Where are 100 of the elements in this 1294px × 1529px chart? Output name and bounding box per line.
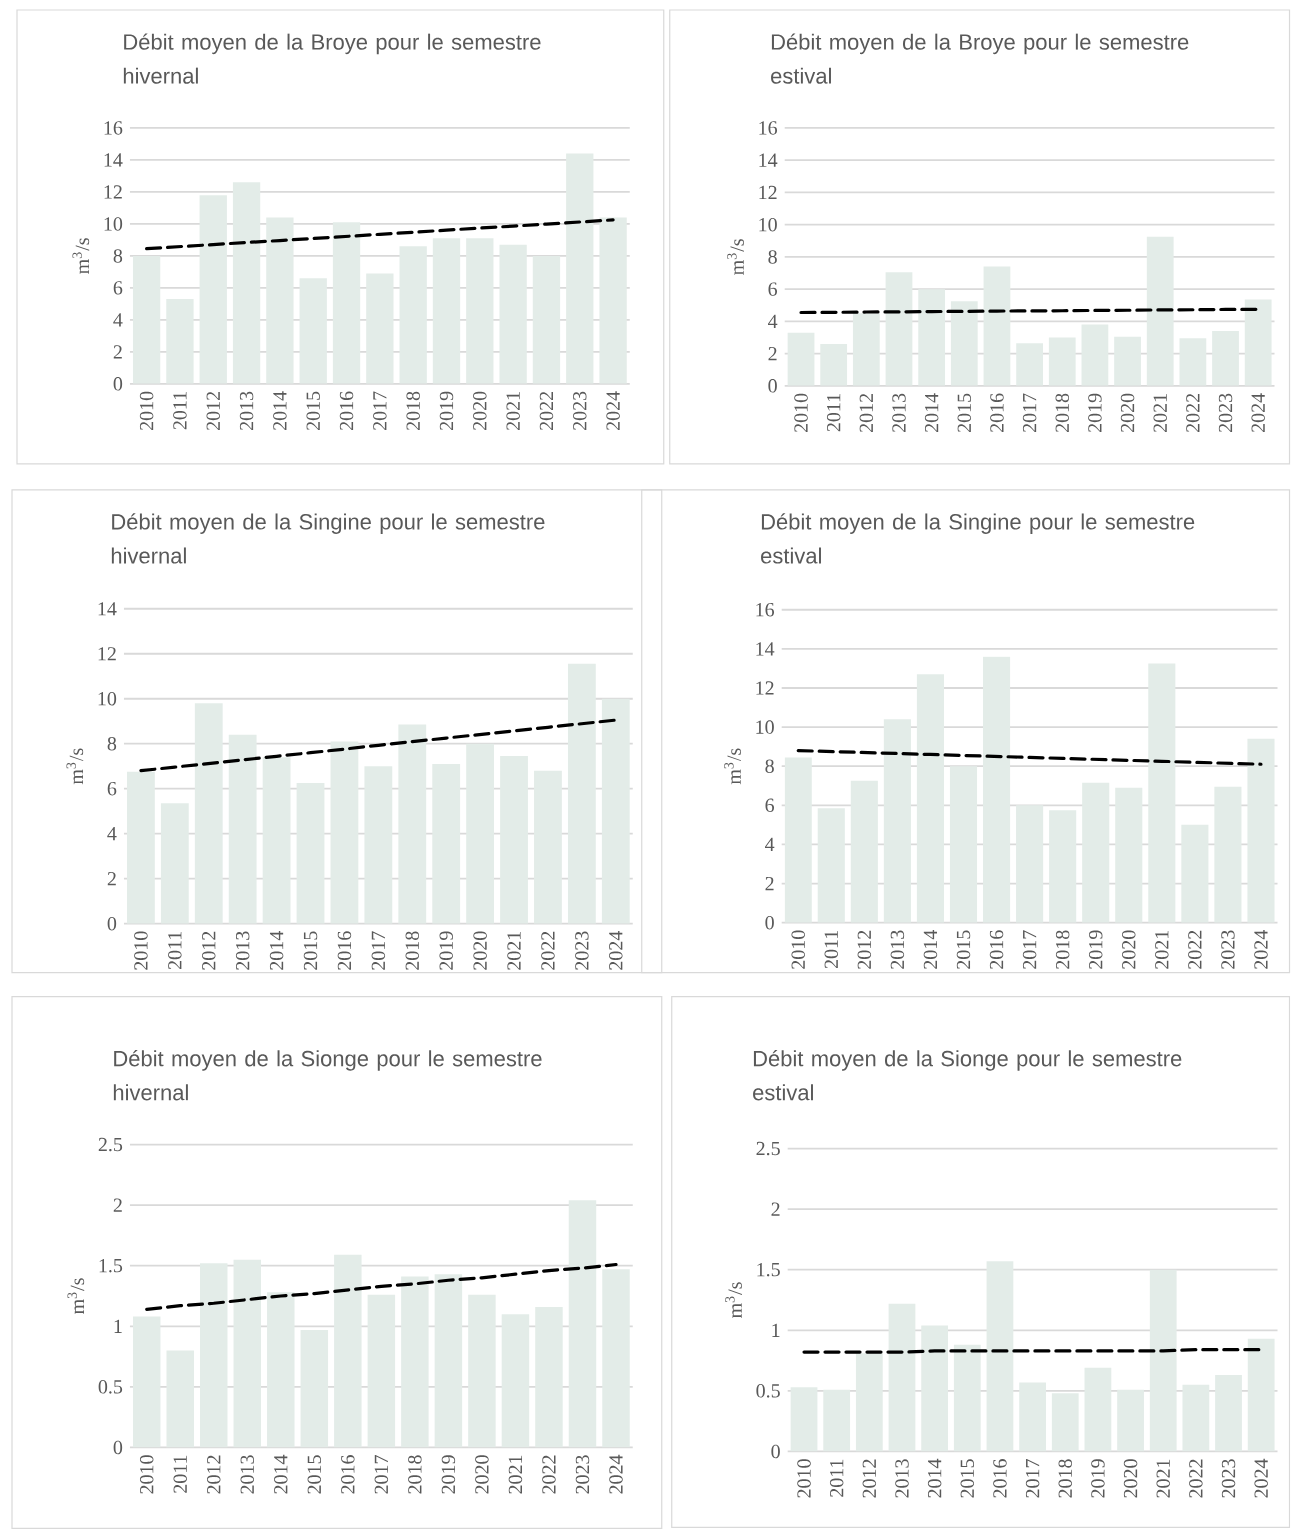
y-tick-label: 0: [765, 915, 774, 930]
bar: [367, 1294, 395, 1448]
bar: [333, 1254, 362, 1448]
x-tick-label: 2022: [541, 1455, 556, 1494]
y-tick-label: 14: [98, 602, 117, 616]
bar: [823, 1389, 850, 1452]
y-tick-label: 2: [113, 345, 122, 359]
bar: [499, 244, 527, 384]
bar: [1247, 738, 1275, 923]
bar: [1048, 810, 1076, 923]
x-tick-label: 2014: [273, 1454, 288, 1494]
x-tick-label: 2015: [957, 393, 971, 433]
x-tick-label: 2021: [506, 392, 520, 431]
chart-title: Débit moyen de la Broye pour le semestre hivernal: [123, 33, 541, 84]
x-tick-label: 2010: [794, 393, 808, 433]
bar: [1214, 1375, 1242, 1452]
bar: [432, 238, 460, 384]
y-tick-label: 1.5: [99, 1258, 122, 1273]
y-tick-label: 2: [113, 1198, 122, 1212]
bar: [921, 1325, 948, 1452]
x-tick-label: 2019: [1087, 393, 1102, 433]
y-tick-label: 6: [113, 281, 123, 295]
y-tick-label: 10: [104, 217, 122, 231]
x-tick-label: 2017: [371, 931, 385, 970]
x-tick-label: 2023: [1220, 930, 1235, 969]
x-tick-label: 2020: [1121, 930, 1136, 969]
bar: [160, 803, 189, 924]
bar: [1247, 1338, 1275, 1452]
y-tick-label: 0: [771, 1444, 780, 1459]
x-tick-label: 2015: [956, 930, 970, 969]
bar: [296, 783, 325, 924]
bar: [399, 246, 427, 384]
y-tick-label: 12: [756, 681, 774, 695]
y-tick-label: 14: [104, 153, 123, 167]
x-tick-label: 2017: [1025, 1459, 1040, 1498]
y-tick-label: 16: [756, 603, 774, 617]
y-tick-label: 2: [771, 1202, 780, 1216]
bar: [790, 1387, 818, 1452]
bar: [568, 1200, 596, 1448]
y-tick-label: 10: [756, 720, 774, 734]
bar: [166, 299, 194, 384]
x-tick-label: 2013: [240, 1455, 254, 1494]
x-tick-label: 2011: [829, 1459, 844, 1497]
bar: [132, 255, 161, 384]
x-tick-label: 2016: [337, 931, 351, 970]
y-axis-title: m$^{3}$/s: [724, 1282, 742, 1319]
x-tick-label: 2019: [1088, 930, 1103, 969]
x-tick-label: 2024: [1254, 1458, 1268, 1498]
x-tick-label: 2017: [1022, 393, 1037, 433]
x-tick-label: 2014: [269, 931, 284, 970]
x-tick-label: 2011: [167, 931, 182, 970]
bar: [599, 217, 627, 384]
x-tick-label: 2015: [307, 1455, 321, 1494]
y-tick-label: 4: [767, 314, 778, 328]
x-tick-label: 2020: [1120, 393, 1135, 433]
bar: [986, 1261, 1014, 1452]
x-tick-label: 2013: [892, 393, 906, 433]
y-tick-label: 6: [765, 798, 774, 813]
y-axis-title: m$^{3}$/s: [66, 748, 83, 785]
y-tick-label: 6: [768, 282, 777, 296]
bar: [817, 808, 845, 923]
bar: [465, 743, 494, 924]
chart-title: Débit moyen de la Singine pour le semestre estival: [760, 513, 1194, 564]
y-tick-label: 1: [772, 1323, 780, 1337]
bar: [916, 674, 944, 923]
bar: [265, 217, 294, 384]
bar: [888, 1303, 916, 1452]
x-tick-label: 2010: [797, 1459, 811, 1498]
bar: [1181, 824, 1209, 923]
x-tick-label: 2023: [572, 391, 587, 431]
y-tick-label: 4: [113, 313, 123, 327]
y-tick-label: 0: [113, 1440, 122, 1455]
x-tick-label: 2016: [992, 1459, 1007, 1498]
bar: [602, 1269, 630, 1448]
bar: [199, 195, 227, 384]
y-tick-label: 2: [107, 872, 116, 886]
bar: [949, 766, 977, 923]
y-tick-label: 4: [107, 827, 117, 841]
bar: [126, 771, 155, 924]
bar: [1244, 299, 1272, 386]
x-tick-label: 2014: [272, 391, 287, 431]
x-tick-label: 2023: [574, 931, 589, 970]
bar: [533, 770, 562, 924]
bar: [885, 272, 913, 386]
x-tick-label: 2021: [1156, 1459, 1170, 1498]
bar: [233, 1259, 261, 1448]
y-tick-label: 2: [765, 876, 774, 891]
bar: [982, 656, 1010, 923]
y-tick-label: 1.5: [757, 1262, 780, 1277]
x-tick-label: 2024: [608, 931, 623, 970]
x-tick-label: 2017: [374, 1455, 388, 1494]
bar: [1116, 1389, 1144, 1452]
x-tick-label: 2023: [1218, 393, 1233, 433]
chart-title: Débit moyen de la Broye pour le semestre estival: [770, 33, 1189, 84]
bar: [365, 273, 394, 384]
bar: [855, 1353, 883, 1452]
x-tick-label: 2012: [201, 931, 216, 970]
x-tick-label: 2019: [1090, 1459, 1105, 1498]
y-tick-label: 4: [764, 837, 775, 852]
bar: [883, 719, 911, 923]
